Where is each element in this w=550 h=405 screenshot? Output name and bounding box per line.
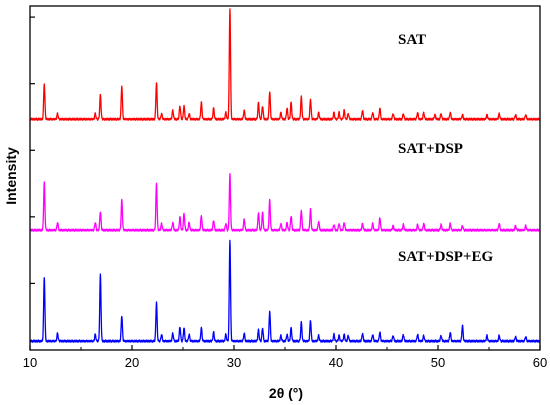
x-tick-label: 40 — [329, 355, 343, 370]
x-axis-ticks: 10 20 30 40 50 60 — [23, 345, 547, 370]
x-tick-label: 50 — [431, 355, 445, 370]
y-axis-label: Intensity — [3, 147, 19, 205]
x-tick-label: 30 — [227, 355, 241, 370]
y-axis-ticks — [30, 16, 35, 285]
x-axis-label: 2θ (°) — [269, 385, 303, 401]
series-traces — [29, 8, 541, 343]
x-tick-label: 20 — [125, 355, 139, 370]
series-line-sat — [29, 8, 541, 121]
series-line-sat-dsp — [29, 173, 541, 232]
plot-frame — [29, 5, 541, 351]
annotation-sat: SAT — [398, 32, 426, 48]
annotation-sat-dsp: SAT+DSP — [398, 141, 463, 157]
x-tick-label: 10 — [23, 355, 37, 370]
series-line-sat-dsp-eg — [29, 239, 541, 343]
x-tick-label: 60 — [533, 355, 547, 370]
annotation-sat-dsp-eg: SAT+DSP+EG — [398, 249, 494, 265]
